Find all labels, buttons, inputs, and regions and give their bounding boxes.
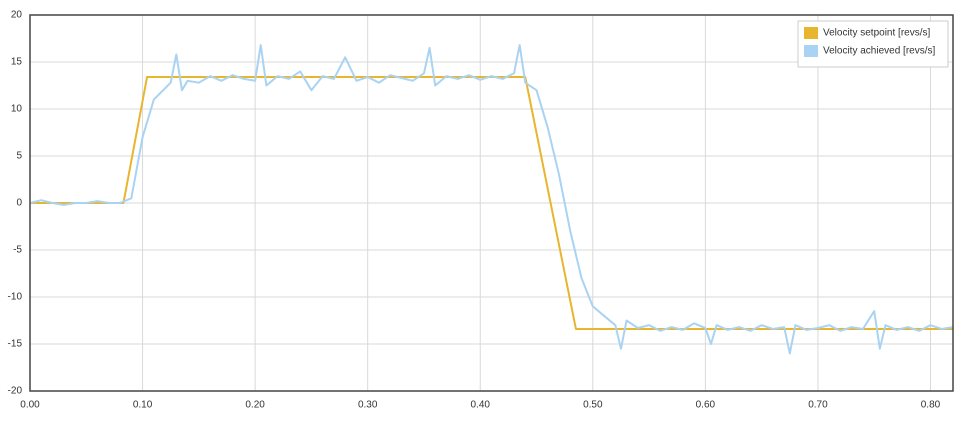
x-tick-label: 0.80 bbox=[921, 400, 941, 411]
legend: Velocity setpoint [revs/s] Velocity achie… bbox=[797, 20, 949, 68]
x-tick-label: 0.40 bbox=[471, 400, 491, 411]
legend-box bbox=[797, 20, 949, 68]
y-tick-label: 10 bbox=[11, 104, 23, 115]
plot-frame bbox=[29, 14, 954, 392]
x-tick-label: 0.20 bbox=[245, 400, 265, 411]
y-tick-label: -5 bbox=[13, 245, 22, 256]
y-tick-label: 15 bbox=[11, 57, 23, 68]
x-tick-label: 0.60 bbox=[696, 400, 716, 411]
legend-swatch bbox=[804, 27, 818, 39]
x-tick-label: 0.30 bbox=[358, 400, 378, 411]
y-tick-label: -20 bbox=[8, 386, 23, 397]
y-tick-label: -10 bbox=[8, 292, 23, 303]
y-tick-label: -15 bbox=[8, 339, 23, 350]
legend-label: Velocity setpoint [revs/s] bbox=[823, 28, 930, 39]
x-tick-label: 0.00 bbox=[20, 400, 40, 411]
y-tick-label: 5 bbox=[16, 151, 22, 162]
y-tick-label: 0 bbox=[16, 198, 22, 209]
x-tick-label: 0.10 bbox=[133, 400, 153, 411]
series-line bbox=[29, 44, 954, 355]
y-tick-label: 20 bbox=[11, 10, 23, 21]
x-tick-label: 0.70 bbox=[808, 400, 828, 411]
legend-swatch bbox=[804, 45, 818, 57]
lines bbox=[29, 44, 954, 355]
grid bbox=[29, 14, 953, 392]
legend-label: Velocity achieved [revs/s] bbox=[823, 46, 935, 57]
x-tick-label: 0.50 bbox=[583, 400, 603, 411]
